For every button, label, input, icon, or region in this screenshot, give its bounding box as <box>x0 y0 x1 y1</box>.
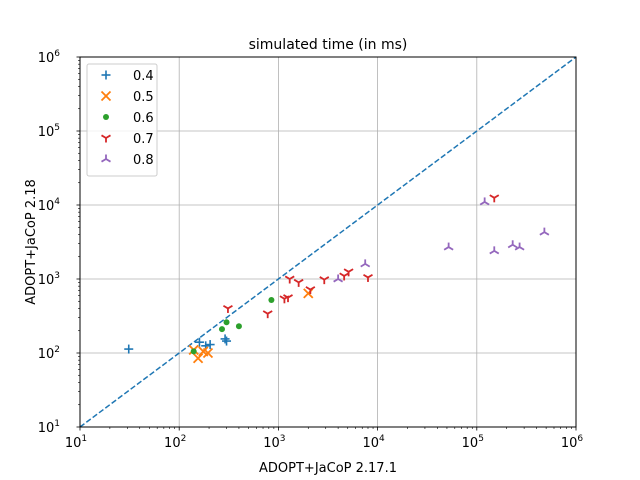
data-point-0-7 <box>305 286 316 295</box>
data-point-0-4 <box>194 337 204 347</box>
data-point-0-7 <box>293 278 304 287</box>
data-point-0-8 <box>479 197 490 206</box>
y-axis-label: ADOPT+JaCoP 2.18 <box>24 179 39 305</box>
legend-marker-0-5 <box>100 90 112 102</box>
legend-label: 0.7 <box>133 132 154 147</box>
diagonal-reference-line <box>79 56 577 428</box>
data-point-0-7 <box>363 273 373 282</box>
data-point-0-8 <box>489 246 500 255</box>
legend-marker-0-8 <box>101 154 111 163</box>
data-point-0-6 <box>235 323 242 330</box>
data-point-0-8 <box>514 242 525 251</box>
y-tick-label: 106 <box>38 49 61 66</box>
data-point-0-4 <box>220 334 230 344</box>
data-point-0-6 <box>223 319 230 326</box>
x-tick-label: 101 <box>65 434 87 451</box>
data-point-0-6 <box>190 348 197 355</box>
legend-box <box>86 63 158 177</box>
y-tick-label: 103 <box>38 271 60 288</box>
y-tick-label: 105 <box>38 123 60 140</box>
legend-marker-0-6 <box>103 114 109 120</box>
legend-label: 0.5 <box>133 90 154 105</box>
data-point-0-8 <box>333 274 344 283</box>
data-point-0-7 <box>284 275 295 284</box>
legend-label: 0.6 <box>133 111 154 126</box>
axis-ticks: 101 102 103 104 105 106 101 102 103 104 105 106 <box>38 49 584 451</box>
data-point-0-8 <box>539 227 550 236</box>
x-tick-label: 106 <box>561 434 584 451</box>
data-points <box>124 194 550 364</box>
data-point-0-4 <box>124 344 134 354</box>
data-point-0-8 <box>507 240 518 249</box>
plot-frame <box>79 56 577 428</box>
data-point-0-7 <box>489 194 500 203</box>
data-point-0-7 <box>343 268 354 277</box>
data-point-0-6 <box>218 326 225 333</box>
data-point-0-8 <box>360 259 371 268</box>
data-point-0-6 <box>268 297 275 304</box>
data-point-0-8 <box>443 242 454 251</box>
y-tick-label: 101 <box>38 419 60 436</box>
data-point-0-4 <box>205 340 215 350</box>
x-tick-label: 105 <box>462 434 484 451</box>
x-tick-label: 103 <box>263 434 285 451</box>
legend-marker-0-4 <box>101 70 111 80</box>
data-point-0-7 <box>262 310 273 319</box>
y-tick-label: 102 <box>38 345 60 362</box>
chart-title: simulated time (in ms) <box>249 37 408 53</box>
data-point-0-7 <box>222 304 233 313</box>
data-point-0-5 <box>202 347 214 359</box>
data-point-0-7 <box>319 276 330 285</box>
x-tick-label: 104 <box>362 434 385 451</box>
legend-label: 0.4 <box>133 69 154 84</box>
data-point-0-5 <box>192 353 204 364</box>
grid <box>80 57 576 427</box>
data-point-0-7 <box>283 294 293 303</box>
x-axis-label: ADOPT+JaCoP 2.17.1 <box>259 461 397 476</box>
legend-marker-0-7 <box>101 134 111 143</box>
y-tick-label: 104 <box>38 197 61 214</box>
x-tick-label: 102 <box>164 434 186 451</box>
data-point-0-4 <box>222 336 232 346</box>
legend-label: 0.8 <box>133 153 154 168</box>
legend: 0.4 0.5 0.6 0.7 0.8 <box>86 63 158 177</box>
